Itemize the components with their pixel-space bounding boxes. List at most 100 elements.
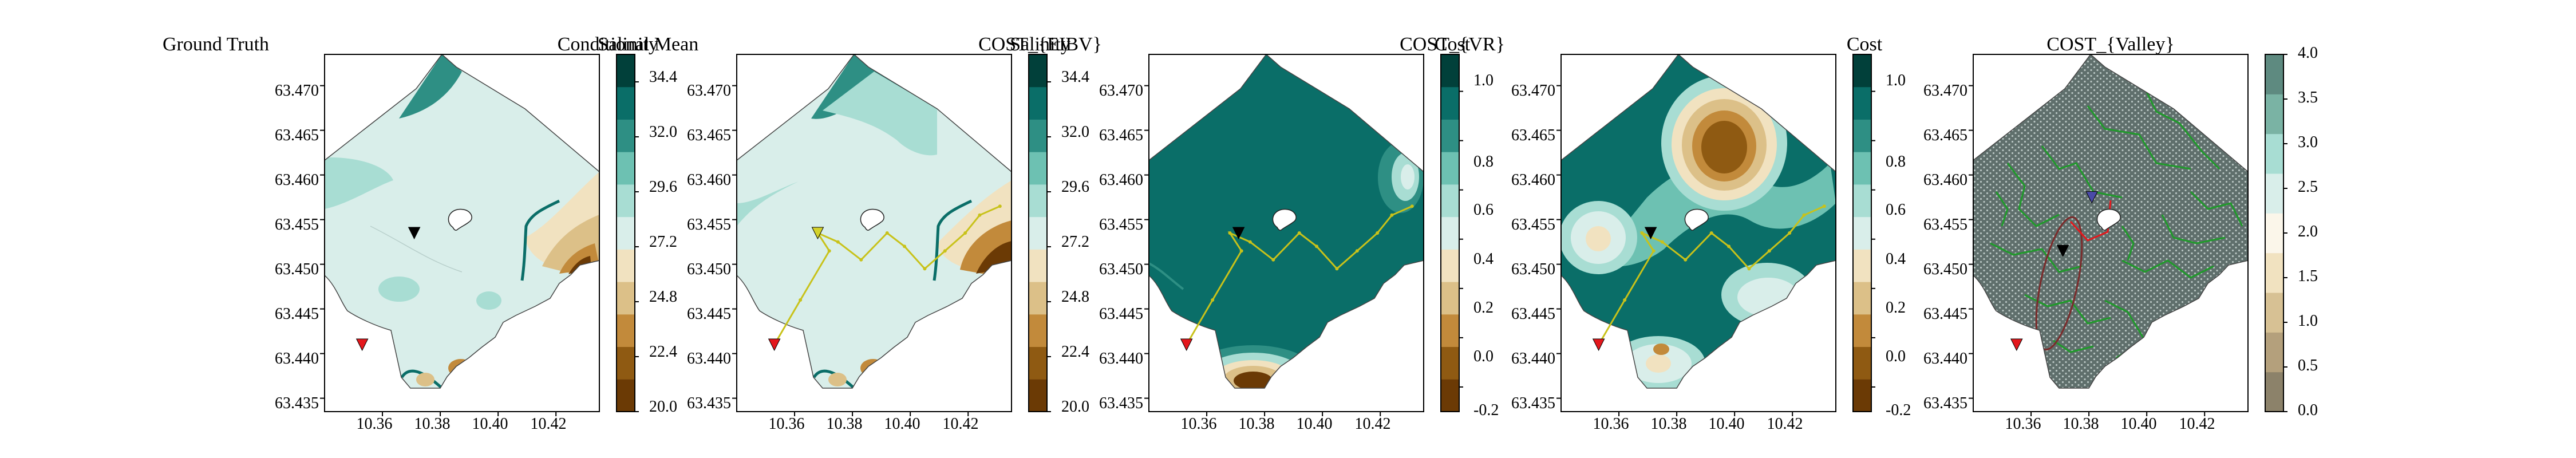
colorbar-frame — [616, 54, 635, 412]
colorbar-segment — [617, 184, 635, 218]
panel-5-field — [1973, 53, 2249, 389]
panel-4-ytick-label: 63.450 — [1511, 260, 1555, 278]
waypoint — [1652, 249, 1656, 253]
panel-1-field — [324, 53, 600, 389]
waypoint — [1315, 244, 1319, 248]
colorbar-segment — [1853, 379, 1871, 412]
colorbar-segment — [1441, 54, 1459, 88]
panel-3-field — [1148, 53, 1424, 389]
panel-5-ytick-label: 63.460 — [1923, 171, 1967, 189]
panel-5-xtick-label: 10.40 — [2121, 415, 2157, 433]
panel-2-colorbar-label: Salinity — [1010, 34, 1070, 55]
panel-1-colorbar-tick: 20.0 — [649, 398, 677, 416]
panel-4-ytick-label: 63.445 — [1511, 305, 1555, 323]
panel-5-colorbar-tick: 3.5 — [2298, 89, 2318, 106]
colorbar-segment — [1853, 216, 1871, 250]
panel-2-ytick-label: 63.440 — [687, 350, 731, 368]
colorbar-segment — [2265, 213, 2283, 254]
panel-3-ytick-label: 63.445 — [1099, 305, 1143, 323]
panel-1-ytick-label: 63.455 — [275, 216, 319, 234]
panel-3-colorbar — [1440, 54, 1463, 412]
location-marker — [2010, 338, 2023, 352]
panel-3-ytick-label: 63.435 — [1099, 394, 1143, 412]
panel-2-colorbar-tick: 32.0 — [1061, 123, 1089, 141]
panel-4-colorbar-tick: 0.6 — [1886, 201, 1906, 219]
waypoint — [827, 249, 831, 253]
panel-3-ytick-label: 63.465 — [1099, 127, 1143, 144]
location-marker — [2085, 191, 2098, 204]
colorbar-segment — [1853, 314, 1871, 348]
colorbar-segment — [1029, 346, 1047, 380]
panel-1-colorbar-ticks: 20.0 22.4 24.8 27.2 29.6 32.0 34.4 — [649, 68, 677, 416]
panel-2-xticks: 10.36 10.38 10.40 10.42 — [769, 412, 979, 433]
waypoint — [1684, 258, 1688, 262]
panel-4-colorbar-tick: 0.8 — [1886, 153, 1906, 171]
colorbar-segment — [1441, 282, 1459, 315]
panel-4-colorbar-ticks: -0.2 0.0 0.2 0.4 0.6 0.8 1.0 — [1886, 72, 1911, 419]
panel-2-ytick-label: 63.435 — [687, 394, 731, 412]
panel-3-xticks: 10.36 10.38 10.40 10.42 — [1181, 412, 1391, 433]
waypoint — [1660, 240, 1664, 244]
colorbar-segment — [2265, 54, 2283, 94]
panel-4-xticks: 10.36 10.38 10.40 10.42 — [1593, 412, 1803, 433]
panel-2-xtick-label: 10.40 — [884, 415, 920, 433]
panel-5-ytick-label: 63.470 — [1923, 82, 1967, 100]
panel-5-colorbar-tick: 1.5 — [2298, 267, 2318, 285]
colorbar-segment — [1441, 184, 1459, 218]
panel-4-markers — [1592, 227, 1657, 352]
panel-3-ytick-label: 63.460 — [1099, 171, 1143, 189]
panel-3-colorbar-tick: 0.6 — [1473, 201, 1494, 219]
colorbar-segment — [617, 216, 635, 250]
waypoint — [1623, 298, 1627, 302]
colorbar-segment — [2265, 372, 2283, 412]
colorbar-segment — [1853, 152, 1871, 185]
panel-5: COST_{Valley} 10.36 10.38 10.40 10.42 63… — [1923, 34, 2318, 433]
colorbar-segment — [1853, 119, 1871, 152]
panel-5-xtick-label: 10.36 — [2005, 415, 2041, 433]
colorbar-segment — [1441, 379, 1459, 412]
panel-5-colorbar-tick: 0.5 — [2298, 357, 2318, 374]
colorbar-segment — [617, 249, 635, 282]
waypoint — [1390, 213, 1394, 217]
panel-1-colorbar-tick: 29.6 — [649, 178, 677, 196]
panel-4-ytick-label: 63.460 — [1511, 171, 1555, 189]
waypoint — [903, 244, 907, 248]
panel-3-ytick-label: 63.450 — [1099, 260, 1143, 278]
panel-1-ytick-label: 63.450 — [275, 260, 319, 278]
panel-5-ytick-label: 63.440 — [1923, 350, 1967, 368]
location-marker — [2056, 244, 2069, 258]
panel-3-colorbar-tick: 0.8 — [1473, 153, 1494, 171]
panel-4-ytick-label: 63.470 — [1511, 82, 1555, 100]
panel-2-path — [772, 204, 1002, 346]
colorbar-segment — [1441, 119, 1459, 152]
panel-4-colorbar-tick: 0.2 — [1886, 299, 1906, 317]
colorbar-segment — [617, 152, 635, 185]
panel-5-title: COST_{Valley} — [2046, 34, 2174, 55]
colorbar-segment — [2265, 133, 2283, 174]
panel-2-field — [736, 53, 1012, 389]
colorbar-segment — [2265, 332, 2283, 373]
waypoint — [1767, 249, 1771, 253]
panel-1-colorbar-tick: 27.2 — [649, 233, 677, 251]
panel-5-markers — [2010, 191, 2098, 352]
panel-1-colorbar-tick: 34.4 — [649, 68, 677, 86]
waypoint — [1788, 231, 1792, 235]
panel-4-ytick-label: 63.455 — [1511, 216, 1555, 234]
panel-3-markers — [1180, 227, 1245, 352]
panel-4-path — [1597, 204, 1826, 346]
colorbar-segment — [1441, 86, 1459, 120]
panel-2-title: Conditional Mean — [558, 34, 698, 55]
waypoint — [1355, 249, 1359, 253]
colorbar-segment — [1853, 86, 1871, 120]
colorbar-segment — [617, 54, 635, 88]
waypoint — [978, 213, 982, 217]
panel-1-colorbar-tick: 22.4 — [649, 343, 677, 361]
panel-2-ytick-label: 63.450 — [687, 260, 731, 278]
colorbar-segment — [1029, 216, 1047, 250]
colorbar-segment — [2265, 173, 2283, 214]
panel-3-colorbar-tick: 0.4 — [1473, 250, 1494, 268]
panel-1-colorbar-tick: 24.8 — [649, 288, 677, 306]
waypoint — [998, 204, 1002, 208]
colorbar-segment — [1029, 249, 1047, 282]
panel-2-ytick-label: 63.460 — [687, 171, 731, 189]
